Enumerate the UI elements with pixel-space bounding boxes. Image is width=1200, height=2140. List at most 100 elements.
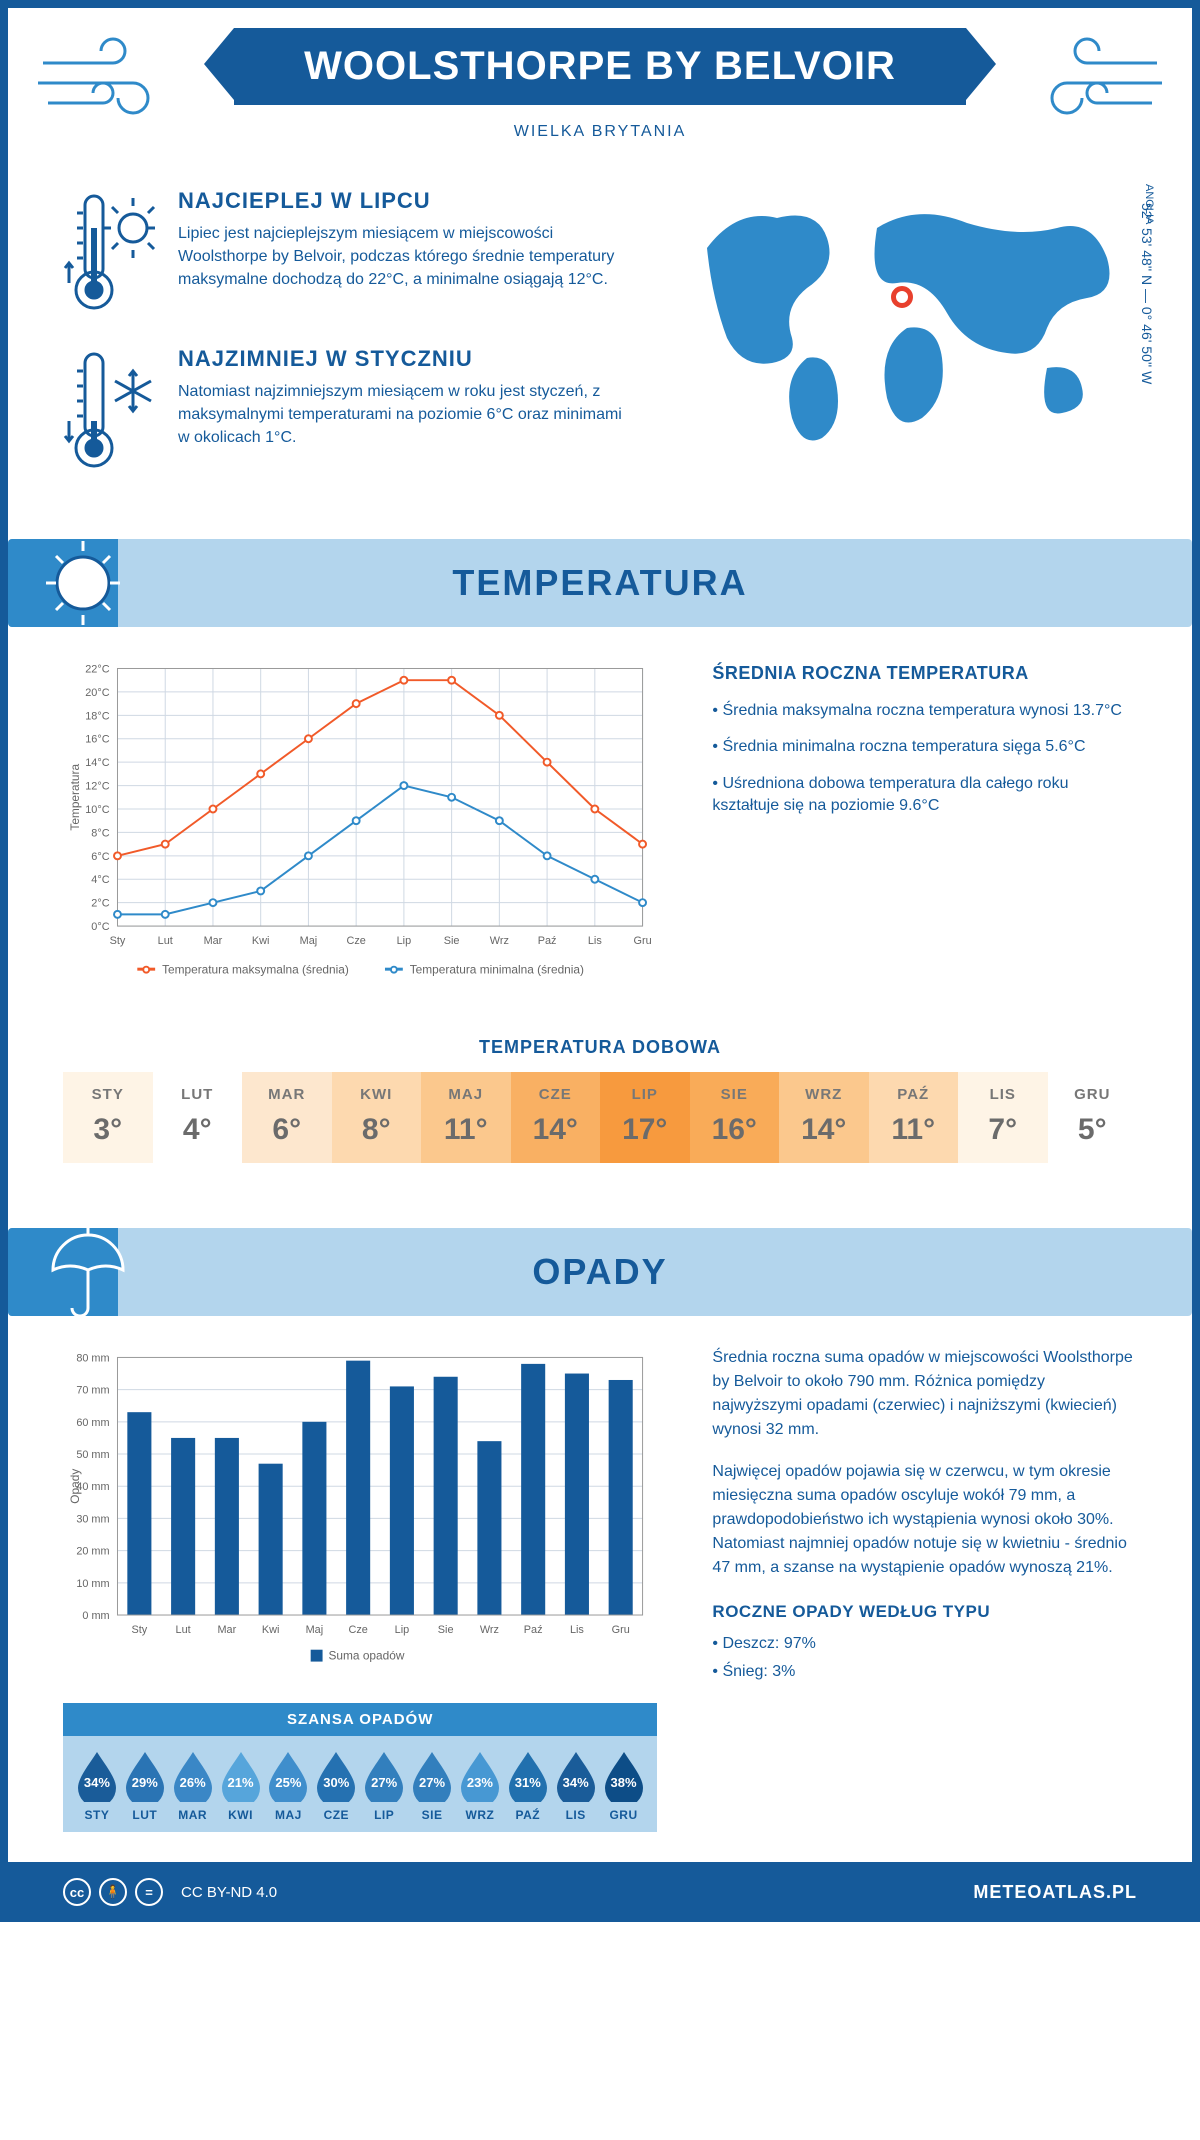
daily-cell: SIE16° xyxy=(690,1072,780,1163)
temperature-banner: TEMPERATURA xyxy=(8,539,1192,627)
cc-icon: cc xyxy=(63,1878,91,1906)
coldest-heading: NAJZIMNIEJ W STYCZNIU xyxy=(178,346,637,372)
page-title: WOOLSTHORPE BY BELVOIR xyxy=(234,28,966,105)
daily-cell: STY3° xyxy=(63,1072,153,1163)
temperature-line-chart: 0°C2°C4°C6°C8°C10°C12°C14°C16°C18°C20°C2… xyxy=(63,657,657,1002)
header: WOOLSTHORPE BY BELVOIR WIELKA BRYTANIA xyxy=(8,8,1192,153)
svg-text:70 mm: 70 mm xyxy=(76,1385,109,1397)
svg-text:20 mm: 20 mm xyxy=(76,1546,109,1558)
intro-text-col: NAJCIEPLEJ W LIPCU Lipiec jest najcieple… xyxy=(63,188,637,504)
map-col: ANGLIA 52° 53' 48'' N — 0° 46' 50'' W xyxy=(677,188,1137,504)
thermometer-hot-icon xyxy=(63,188,158,318)
by-icon: 🧍 xyxy=(99,1878,127,1906)
svg-text:Temperatura: Temperatura xyxy=(68,764,82,831)
daily-cell: MAJ11° xyxy=(421,1072,511,1163)
precip-info: Średnia roczna suma opadów w miejscowośc… xyxy=(712,1346,1137,1832)
svg-text:14°C: 14°C xyxy=(85,757,109,769)
chance-drop: 29% LUT xyxy=(121,1750,169,1822)
chance-drop: 30% CZE xyxy=(312,1750,360,1822)
daily-cell: LIP17° xyxy=(600,1072,690,1163)
svg-text:Sie: Sie xyxy=(444,935,460,947)
precip-heading: OPADY xyxy=(532,1251,667,1293)
wind-icon-left xyxy=(33,33,173,133)
license-badges: cc 🧍 = CC BY-ND 4.0 xyxy=(63,1878,277,1906)
svg-text:0 mm: 0 mm xyxy=(82,1610,109,1622)
svg-text:Maj: Maj xyxy=(300,935,318,947)
warmest-heading: NAJCIEPLEJ W LIPCU xyxy=(178,188,637,214)
daily-temp-grid: STY3° LUT4° MAR6° KWI8° MAJ11° CZE14° LI… xyxy=(63,1072,1137,1163)
svg-text:16°C: 16°C xyxy=(85,734,109,746)
coldest-block: NAJZIMNIEJ W STYCZNIU Natomiast najzimni… xyxy=(63,346,637,476)
svg-text:Mar: Mar xyxy=(218,1624,237,1636)
svg-text:22°C: 22°C xyxy=(85,663,109,675)
umbrella-icon xyxy=(38,1220,128,1324)
precip-type-heading: ROCZNE OPADY WEDŁUG TYPU xyxy=(712,1602,1137,1622)
svg-text:Wrz: Wrz xyxy=(480,1624,499,1636)
temperature-info: ŚREDNIA ROCZNA TEMPERATURA • Średnia mak… xyxy=(712,657,1137,1002)
chance-drop: 21% KWI xyxy=(217,1750,265,1822)
svg-text:Kwi: Kwi xyxy=(262,1624,280,1636)
infographic-page: WOOLSTHORPE BY BELVOIR WIELKA BRYTANIA xyxy=(0,0,1200,1922)
chance-title: SZANSA OPADÓW xyxy=(63,1703,657,1736)
svg-text:Temperatura minimalna (średnia: Temperatura minimalna (średnia) xyxy=(410,963,584,977)
site-name: METEOATLAS.PL xyxy=(973,1882,1137,1903)
svg-text:Maj: Maj xyxy=(306,1624,324,1636)
svg-text:10 mm: 10 mm xyxy=(76,1578,109,1590)
svg-text:Lip: Lip xyxy=(397,935,412,947)
svg-text:60 mm: 60 mm xyxy=(76,1417,109,1429)
svg-text:Sie: Sie xyxy=(438,1624,454,1636)
temp-info-item: • Średnia minimalna roczna temperatura s… xyxy=(712,736,1137,758)
temperature-heading: TEMPERATURA xyxy=(452,562,747,604)
temp-info-item: • Średnia maksymalna roczna temperatura … xyxy=(712,700,1137,722)
daily-cell: GRU5° xyxy=(1048,1072,1138,1163)
svg-text:20°C: 20°C xyxy=(85,687,109,699)
svg-text:Wrz: Wrz xyxy=(490,935,509,947)
chance-drop: 27% SIE xyxy=(408,1750,456,1822)
chance-drop: 27% LIP xyxy=(360,1750,408,1822)
svg-text:Sty: Sty xyxy=(110,935,126,947)
temp-info-heading: ŚREDNIA ROCZNA TEMPERATURA xyxy=(712,663,1137,684)
chance-drop: 34% LIS xyxy=(552,1750,600,1822)
svg-text:Lis: Lis xyxy=(588,935,602,947)
temperature-content: 0°C2°C4°C6°C8°C10°C12°C14°C16°C18°C20°C2… xyxy=(8,657,1192,1193)
svg-text:6°C: 6°C xyxy=(91,851,109,863)
chance-drop: 23% WRZ xyxy=(456,1750,504,1822)
svg-text:30 mm: 30 mm xyxy=(76,1513,109,1525)
svg-text:0°C: 0°C xyxy=(91,921,109,933)
precip-banner: OPADY xyxy=(8,1228,1192,1316)
precip-type-item: • Deszcz: 97% xyxy=(712,1632,1137,1656)
temp-info-item: • Uśredniona dobowa temperatura dla całe… xyxy=(712,773,1137,818)
daily-cell: MAR6° xyxy=(242,1072,332,1163)
svg-text:Paź: Paź xyxy=(538,935,557,947)
svg-text:50 mm: 50 mm xyxy=(76,1449,109,1461)
daily-cell: WRZ14° xyxy=(779,1072,869,1163)
daily-cell: KWI8° xyxy=(332,1072,422,1163)
precip-chance-box: SZANSA OPADÓW 34% STY 29% LUT 26% MAR 2 xyxy=(63,1703,657,1832)
chance-drop: 38% GRU xyxy=(600,1750,648,1822)
svg-text:Gru: Gru xyxy=(612,1624,630,1636)
world-map-icon xyxy=(677,188,1137,448)
svg-text:Paź: Paź xyxy=(524,1624,543,1636)
chance-body: 34% STY 29% LUT 26% MAR 21% KWI xyxy=(63,1736,657,1832)
svg-text:Lis: Lis xyxy=(570,1624,584,1636)
warmest-block: NAJCIEPLEJ W LIPCU Lipiec jest najcieple… xyxy=(63,188,637,318)
warmest-text: Lipiec jest najcieplejszym miesiącem w m… xyxy=(178,222,637,292)
footer: cc 🧍 = CC BY-ND 4.0 METEOATLAS.PL xyxy=(8,1862,1192,1922)
map-marker-icon xyxy=(891,286,913,308)
chance-drop: 26% MAR xyxy=(169,1750,217,1822)
svg-text:18°C: 18°C xyxy=(85,710,109,722)
svg-text:Kwi: Kwi xyxy=(252,935,270,947)
svg-text:Lut: Lut xyxy=(176,1624,191,1636)
daily-cell: LUT4° xyxy=(153,1072,243,1163)
chance-drop: 34% STY xyxy=(73,1750,121,1822)
page-subtitle: WIELKA BRYTANIA xyxy=(8,123,1192,141)
precip-bar-chart: 0 mm10 mm20 mm30 mm40 mm50 mm60 mm70 mm8… xyxy=(63,1346,657,1832)
svg-text:Lip: Lip xyxy=(395,1624,410,1636)
chance-drop: 25% MAJ xyxy=(265,1750,313,1822)
intro-row: NAJCIEPLEJ W LIPCU Lipiec jest najcieple… xyxy=(8,153,1192,529)
daily-cell: CZE14° xyxy=(511,1072,601,1163)
coordinates: 52° 53' 48'' N — 0° 46' 50'' W xyxy=(1139,203,1155,384)
precip-text: Najwięcej opadów pojawia się w czerwcu, … xyxy=(712,1460,1137,1580)
nd-icon: = xyxy=(135,1878,163,1906)
svg-text:10°C: 10°C xyxy=(85,804,109,816)
